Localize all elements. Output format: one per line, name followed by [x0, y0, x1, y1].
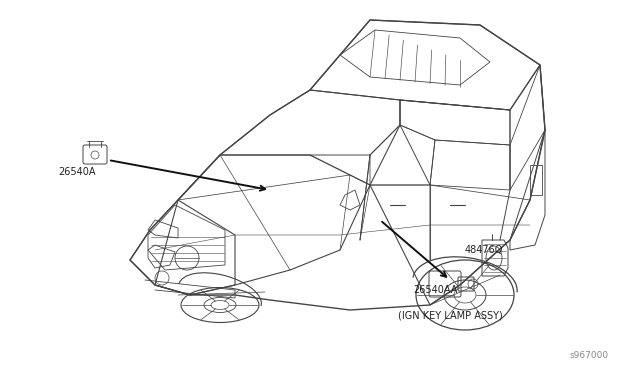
Text: (IGN KEY LAMP ASSY): (IGN KEY LAMP ASSY) [398, 310, 503, 320]
Text: 48476Q: 48476Q [465, 245, 504, 255]
Text: 26540AA: 26540AA [413, 285, 458, 295]
Text: s967000: s967000 [570, 350, 609, 359]
Text: 26540A: 26540A [58, 167, 95, 177]
